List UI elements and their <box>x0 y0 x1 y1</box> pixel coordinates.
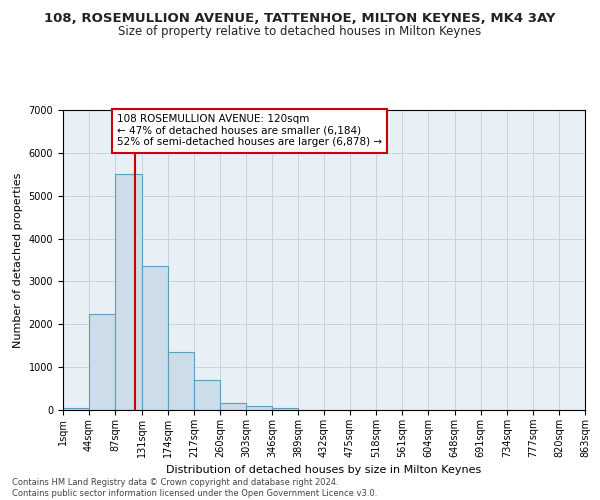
X-axis label: Distribution of detached houses by size in Milton Keynes: Distribution of detached houses by size … <box>166 466 482 475</box>
Text: 108, ROSEMULLION AVENUE, TATTENHOE, MILTON KEYNES, MK4 3AY: 108, ROSEMULLION AVENUE, TATTENHOE, MILT… <box>44 12 556 26</box>
Bar <box>63 408 89 410</box>
Text: Contains HM Land Registry data © Crown copyright and database right 2024.
Contai: Contains HM Land Registry data © Crown c… <box>12 478 377 498</box>
Text: 108 ROSEMULLION AVENUE: 120sqm
← 47% of detached houses are smaller (6,184)
52% : 108 ROSEMULLION AVENUE: 120sqm ← 47% of … <box>117 114 382 148</box>
Y-axis label: Number of detached properties: Number of detached properties <box>13 172 23 348</box>
Text: Size of property relative to detached houses in Milton Keynes: Size of property relative to detached ho… <box>118 25 482 38</box>
Bar <box>142 266 168 410</box>
Bar <box>220 402 246 410</box>
Bar <box>194 380 220 410</box>
Bar <box>89 314 115 410</box>
Bar <box>246 406 272 410</box>
Bar <box>168 352 194 410</box>
Bar <box>272 408 298 410</box>
Bar <box>115 174 142 410</box>
